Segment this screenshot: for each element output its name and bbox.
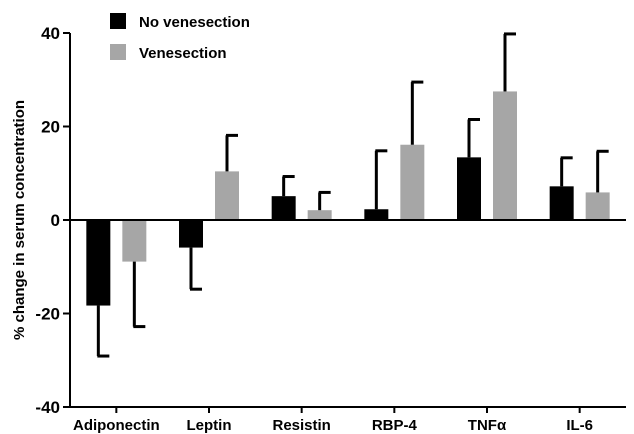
legend-swatch-venesection: [110, 44, 126, 60]
y-tick-label: -20: [35, 305, 60, 324]
x-tick-label: Adiponectin: [73, 417, 160, 434]
bar-venesection: [585, 192, 610, 220]
bar-no-venesection: [86, 220, 111, 306]
y-tick-label: -40: [35, 398, 60, 417]
bar-no-venesection: [179, 220, 203, 248]
bar-no-venesection: [549, 186, 574, 220]
y-tick-label: 20: [41, 118, 60, 137]
bar-no-venesection: [457, 157, 481, 220]
plot-area: -40 -20 0 20 40 Adiponectin Leptin Resistin RBP-…: [35, 24, 626, 434]
legend-swatch-no-venesection: [110, 13, 126, 29]
x-tick-label: IL-6: [566, 417, 593, 434]
bar-venesection: [122, 220, 147, 262]
x-tick-label: Leptin: [187, 417, 232, 434]
y-tick-label: 0: [51, 211, 60, 230]
bar-venesection: [493, 91, 517, 220]
bar-no-venesection: [271, 196, 296, 220]
bar-venesection: [307, 210, 332, 220]
legend-label-no-venesection: No venesection: [139, 14, 250, 31]
legend: No venesection Venesection: [110, 13, 250, 62]
legend-label-venesection: Venesection: [139, 45, 227, 62]
bar-no-venesection: [364, 209, 389, 220]
bar-venesection: [215, 171, 239, 220]
x-tick-label: RBP-4: [372, 417, 418, 434]
bar-venesection: [400, 144, 425, 220]
x-tick-label: Resistin: [272, 417, 330, 434]
x-tick-label: TNFα: [468, 417, 507, 434]
y-tick-label: 40: [41, 24, 60, 43]
y-axis-title: % change in serum concentration: [11, 100, 28, 340]
